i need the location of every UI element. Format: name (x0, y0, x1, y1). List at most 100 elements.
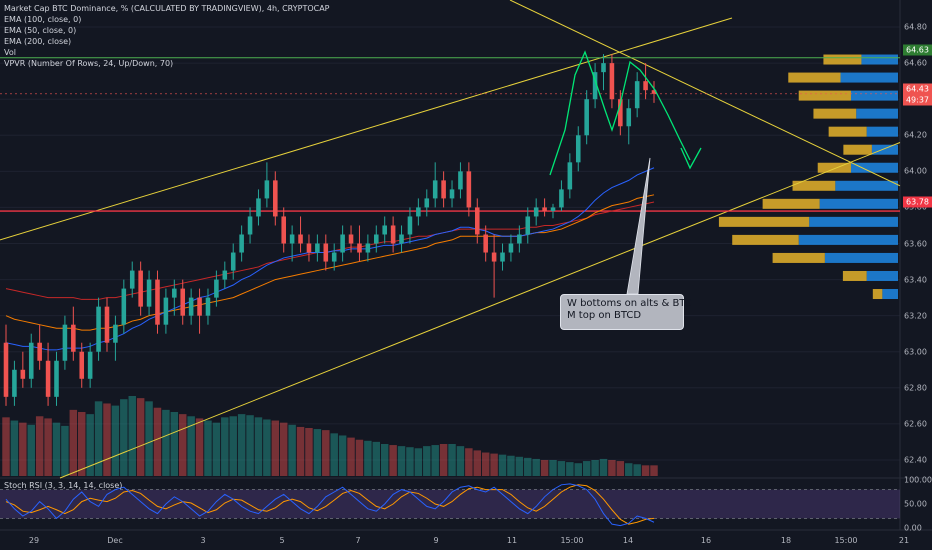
volume-bar (582, 461, 591, 476)
time-axis-label: Dec (107, 536, 123, 545)
vol-legend[interactable]: Vol (4, 48, 16, 57)
price-axis-label: 64.20 (904, 130, 927, 140)
price-axis-label: 63.60 (904, 239, 927, 248)
time-axis-label: 15:00 (834, 536, 858, 545)
candle-body (256, 198, 261, 217)
volume-bar (305, 428, 313, 476)
candle-body (466, 171, 472, 208)
volume-bar (372, 441, 381, 476)
volume-bar (633, 464, 641, 476)
candle-body (222, 270, 228, 280)
user-drawings (549, 50, 702, 295)
stoch-k-line (5, 483, 655, 527)
candle-body (424, 198, 430, 208)
volume-bar (212, 422, 221, 476)
candle-body (559, 189, 564, 208)
candle-body (205, 297, 211, 316)
candle-body (390, 225, 396, 244)
volume-bar (279, 422, 288, 476)
candle-body (28, 342, 34, 379)
volume-bar (625, 463, 633, 476)
candle-body (71, 324, 76, 352)
candle-body (121, 288, 127, 325)
time-axis-label: 5 (279, 536, 285, 545)
volume-bar (355, 439, 364, 476)
candle-body (365, 243, 371, 253)
time-axis-label: 3 (200, 536, 206, 545)
candle-body (483, 234, 488, 253)
ema100-legend[interactable]: EMA (100, close, 0) (4, 15, 82, 24)
volume-bar (347, 437, 355, 476)
stoch-axis-label: 100.00 (904, 475, 932, 485)
candlesticks[interactable] (3, 54, 657, 406)
support-price-tag: 63.78 (903, 196, 932, 208)
vpvr-up-bar (819, 198, 898, 209)
volume-bar (145, 401, 153, 476)
volume-bar (195, 418, 204, 476)
annotation-line-1: W bottoms on alts & BTC (567, 298, 692, 309)
vpvr-up-bar (809, 216, 898, 227)
candle-body (340, 234, 345, 253)
stoch-rsi-legend[interactable]: Stoch RSI (3, 3, 14, 14, close) (4, 481, 123, 490)
volume-bar (254, 417, 263, 476)
volume-bar (431, 445, 439, 476)
candle-body (264, 180, 270, 199)
vpvr-legend[interactable]: VPVR (Number Of Rows, 24, Up/Down, 70) (4, 59, 174, 68)
candle-body (441, 180, 446, 199)
vpvr-down-bar (813, 108, 857, 119)
volume-bar (52, 422, 61, 476)
vpvr-up-bar (882, 289, 898, 300)
volume-bar (204, 420, 212, 476)
annotation-callout[interactable]: W bottoms on alts & BTC M top on BTCD (560, 294, 692, 330)
candle-body (643, 81, 648, 91)
volume-bar (448, 444, 456, 476)
candle-body (146, 279, 152, 307)
candle-body (247, 216, 253, 235)
volume-bar (263, 419, 271, 476)
vpvr-profile (718, 54, 898, 300)
candle-body (542, 207, 547, 212)
vpvr-down-bar (842, 270, 867, 281)
vpvr-up-bar (866, 126, 898, 137)
price-axis-label: 63.20 (904, 311, 927, 321)
volume-bar (439, 444, 448, 476)
volume-bar (69, 409, 78, 476)
ema200-legend[interactable]: EMA (200, close) (4, 37, 72, 46)
candle-body (214, 279, 219, 298)
vpvr-up-bar (861, 54, 898, 65)
volume-bar (414, 448, 423, 476)
candle-body (54, 360, 59, 397)
time-axis-label: 14 (622, 536, 634, 545)
candle-body (584, 99, 589, 136)
ema50-legend[interactable]: EMA (50, close, 0) (4, 26, 77, 35)
symbol-title[interactable]: Market Cap BTC Dominance, % (CALCULATED … (4, 4, 330, 13)
price-axis-label: 62.40 (904, 455, 927, 465)
volume-bar (599, 458, 608, 476)
time-axis-label: 18 (780, 536, 792, 545)
candle-body (180, 288, 186, 316)
candle-body (449, 189, 455, 199)
candle-body (289, 234, 295, 244)
volume-bar (187, 416, 195, 476)
callout-pointer (626, 157, 651, 295)
candle-body (550, 207, 556, 212)
candle-body (626, 108, 632, 127)
vpvr-down-bar (788, 72, 841, 83)
volume-bar (532, 458, 540, 476)
descending-line (509, 0, 901, 187)
candle-body (618, 99, 623, 127)
volume-bar (591, 460, 599, 476)
candle-body (609, 63, 615, 100)
candle-body (525, 216, 531, 235)
candle-body (416, 207, 421, 217)
candle-body (306, 243, 312, 253)
candle-body (62, 324, 68, 361)
candle-body (129, 270, 135, 289)
volume-bar (322, 430, 330, 476)
candle-body (500, 252, 505, 262)
candle-body (172, 288, 177, 298)
vpvr-up-bar (856, 108, 898, 119)
vpvr-down-bar (823, 54, 862, 65)
candle-body (79, 351, 85, 379)
